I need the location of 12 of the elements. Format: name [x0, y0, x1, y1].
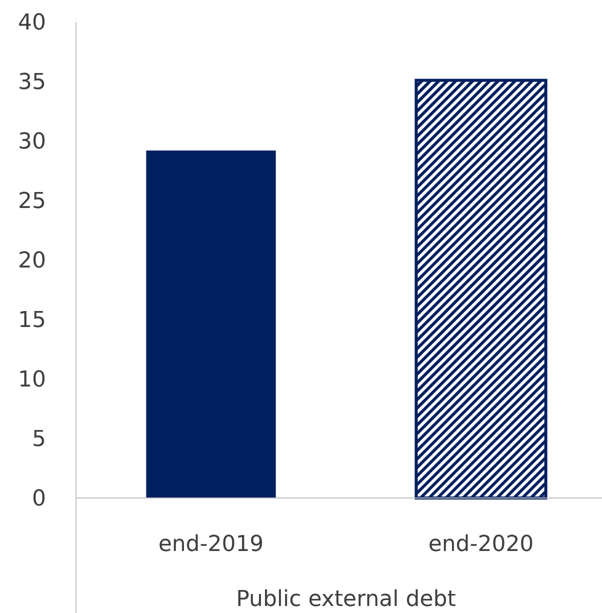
y-tick-label: 40 — [18, 10, 46, 36]
y-tick-label: 30 — [18, 130, 46, 155]
y-tick-label: 0 — [32, 486, 46, 512]
y-tick-label: 25 — [18, 189, 46, 214]
x-axis-title: Public external debt — [236, 587, 456, 612]
y-tick-label: 5 — [32, 427, 46, 452]
y-tick-label: 35 — [18, 70, 46, 96]
x-tick-label: end-2019 — [158, 532, 264, 557]
x-tick-label: end-2020 — [428, 532, 534, 557]
y-tick-label: 15 — [18, 308, 46, 334]
y-tick-label: 20 — [18, 248, 46, 274]
y-tick-label: 10 — [18, 368, 46, 393]
